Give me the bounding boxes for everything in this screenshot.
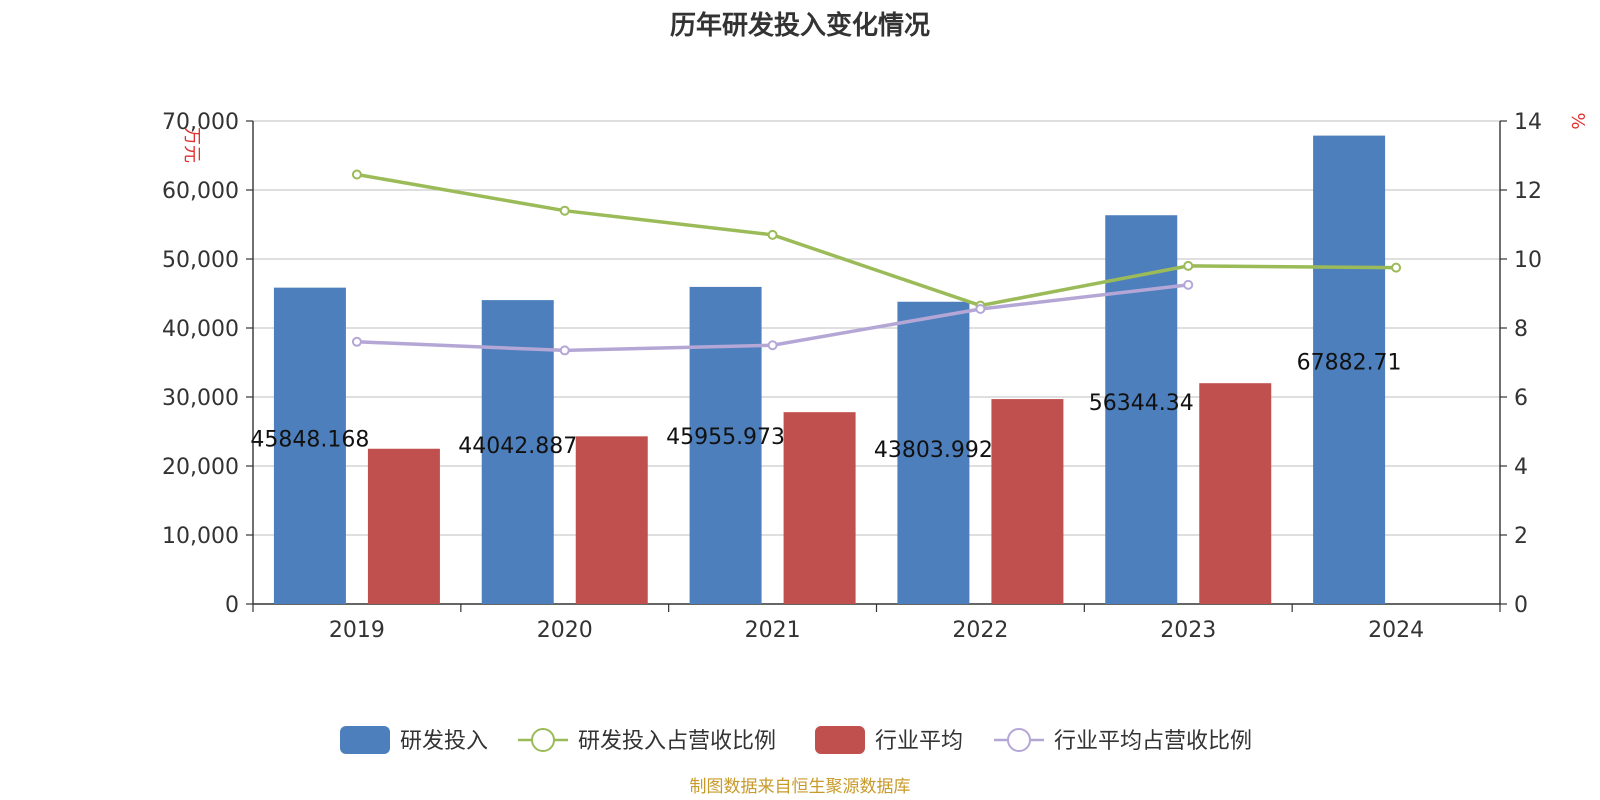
axes: 0 0 10,000 2 20,000 4 30,000 6 40,000 8 50,000 10 60… [162, 110, 1542, 643]
point-rd-ratio [767, 229, 778, 240]
legend-swatch-marker [531, 728, 555, 752]
data-label: 45955.973 [666, 425, 785, 450]
left-axis-tick-label: 70,000 [162, 110, 239, 135]
point-industry-ratio [1183, 279, 1194, 290]
bar-rd-investment [1313, 135, 1386, 604]
data-labels: 45848.168 44042.887 45955.973 43803.992 5634… [250, 351, 1401, 463]
data-label: 56344.34 [1089, 391, 1194, 416]
data-label: 67882.71 [1297, 351, 1402, 376]
left-axis-tick-label: 50,000 [162, 248, 239, 273]
left-axis-tick-label: 60,000 [162, 179, 239, 204]
right-axis-unit: % [1567, 112, 1588, 129]
right-axis-tick-label: 8 [1514, 317, 1528, 342]
point-industry-ratio [767, 340, 778, 351]
left-axis-tick-label: 10,000 [162, 524, 239, 549]
right-axis-tick-label: 0 [1514, 593, 1528, 618]
point-rd-ratio [1183, 260, 1194, 271]
legend: 研发投入 研发投入占营收比例 行业平均 行业平均占营收比例 [340, 726, 1252, 754]
right-axis-tick-label: 14 [1514, 110, 1542, 135]
x-axis-tick-label: 2022 [952, 618, 1008, 643]
x-axis-tick-label: 2020 [537, 618, 593, 643]
data-label: 44042.887 [458, 434, 577, 459]
bar-industry-average [783, 412, 856, 604]
point-industry-ratio [975, 304, 986, 315]
data-label: 45848.168 [250, 428, 369, 453]
line-rd-ratio [356, 172, 1397, 308]
left-axis-tick-label: 20,000 [162, 455, 239, 480]
left-axis-tick-label: 40,000 [162, 317, 239, 342]
left-axis-tick-label: 0 [225, 593, 239, 618]
point-rd-ratio [1391, 262, 1402, 273]
legend-label: 研发投入占营收比例 [578, 729, 776, 754]
bars [273, 135, 1386, 604]
bar-rd-investment [897, 301, 970, 604]
data-label: 43803.992 [874, 438, 993, 463]
x-axis-tick-label: 2021 [745, 618, 801, 643]
left-axis-unit: 万元 [181, 127, 202, 163]
x-axis-tick-label: 2024 [1368, 618, 1424, 643]
legend-label: 行业平均 [875, 729, 963, 754]
bar-industry-average [1199, 383, 1272, 604]
right-axis-tick-label: 6 [1514, 386, 1528, 411]
point-rd-ratio [559, 205, 570, 216]
x-axis-tick-label: 2023 [1160, 618, 1216, 643]
legend-swatch-marker [1007, 728, 1031, 752]
lines [351, 169, 1402, 356]
right-axis-tick-label: 4 [1514, 455, 1528, 480]
left-axis-tick-label: 30,000 [162, 386, 239, 411]
chart-title: 历年研发投入变化情况 [670, 10, 930, 41]
bar-industry-average [575, 436, 648, 604]
right-axis-tick-label: 12 [1514, 179, 1542, 204]
source-note: 制图数据来自恒生聚源数据库 [690, 777, 911, 797]
right-axis-tick-label: 10 [1514, 248, 1542, 273]
legend-label: 研发投入 [400, 729, 488, 754]
bar-industry-average [367, 448, 440, 604]
legend-swatch [815, 726, 865, 754]
point-rd-ratio [351, 169, 362, 180]
right-axis-tick-label: 2 [1514, 524, 1528, 549]
legend-label: 行业平均占营收比例 [1054, 729, 1252, 754]
point-industry-ratio [351, 336, 362, 347]
legend-swatch [340, 726, 390, 754]
point-industry-ratio [559, 345, 570, 356]
bar-rd-investment [689, 286, 762, 604]
bar-industry-average [991, 399, 1064, 604]
grid [253, 120, 1500, 536]
x-axis-tick-label: 2019 [329, 618, 385, 643]
bar-rd-investment [273, 287, 346, 604]
